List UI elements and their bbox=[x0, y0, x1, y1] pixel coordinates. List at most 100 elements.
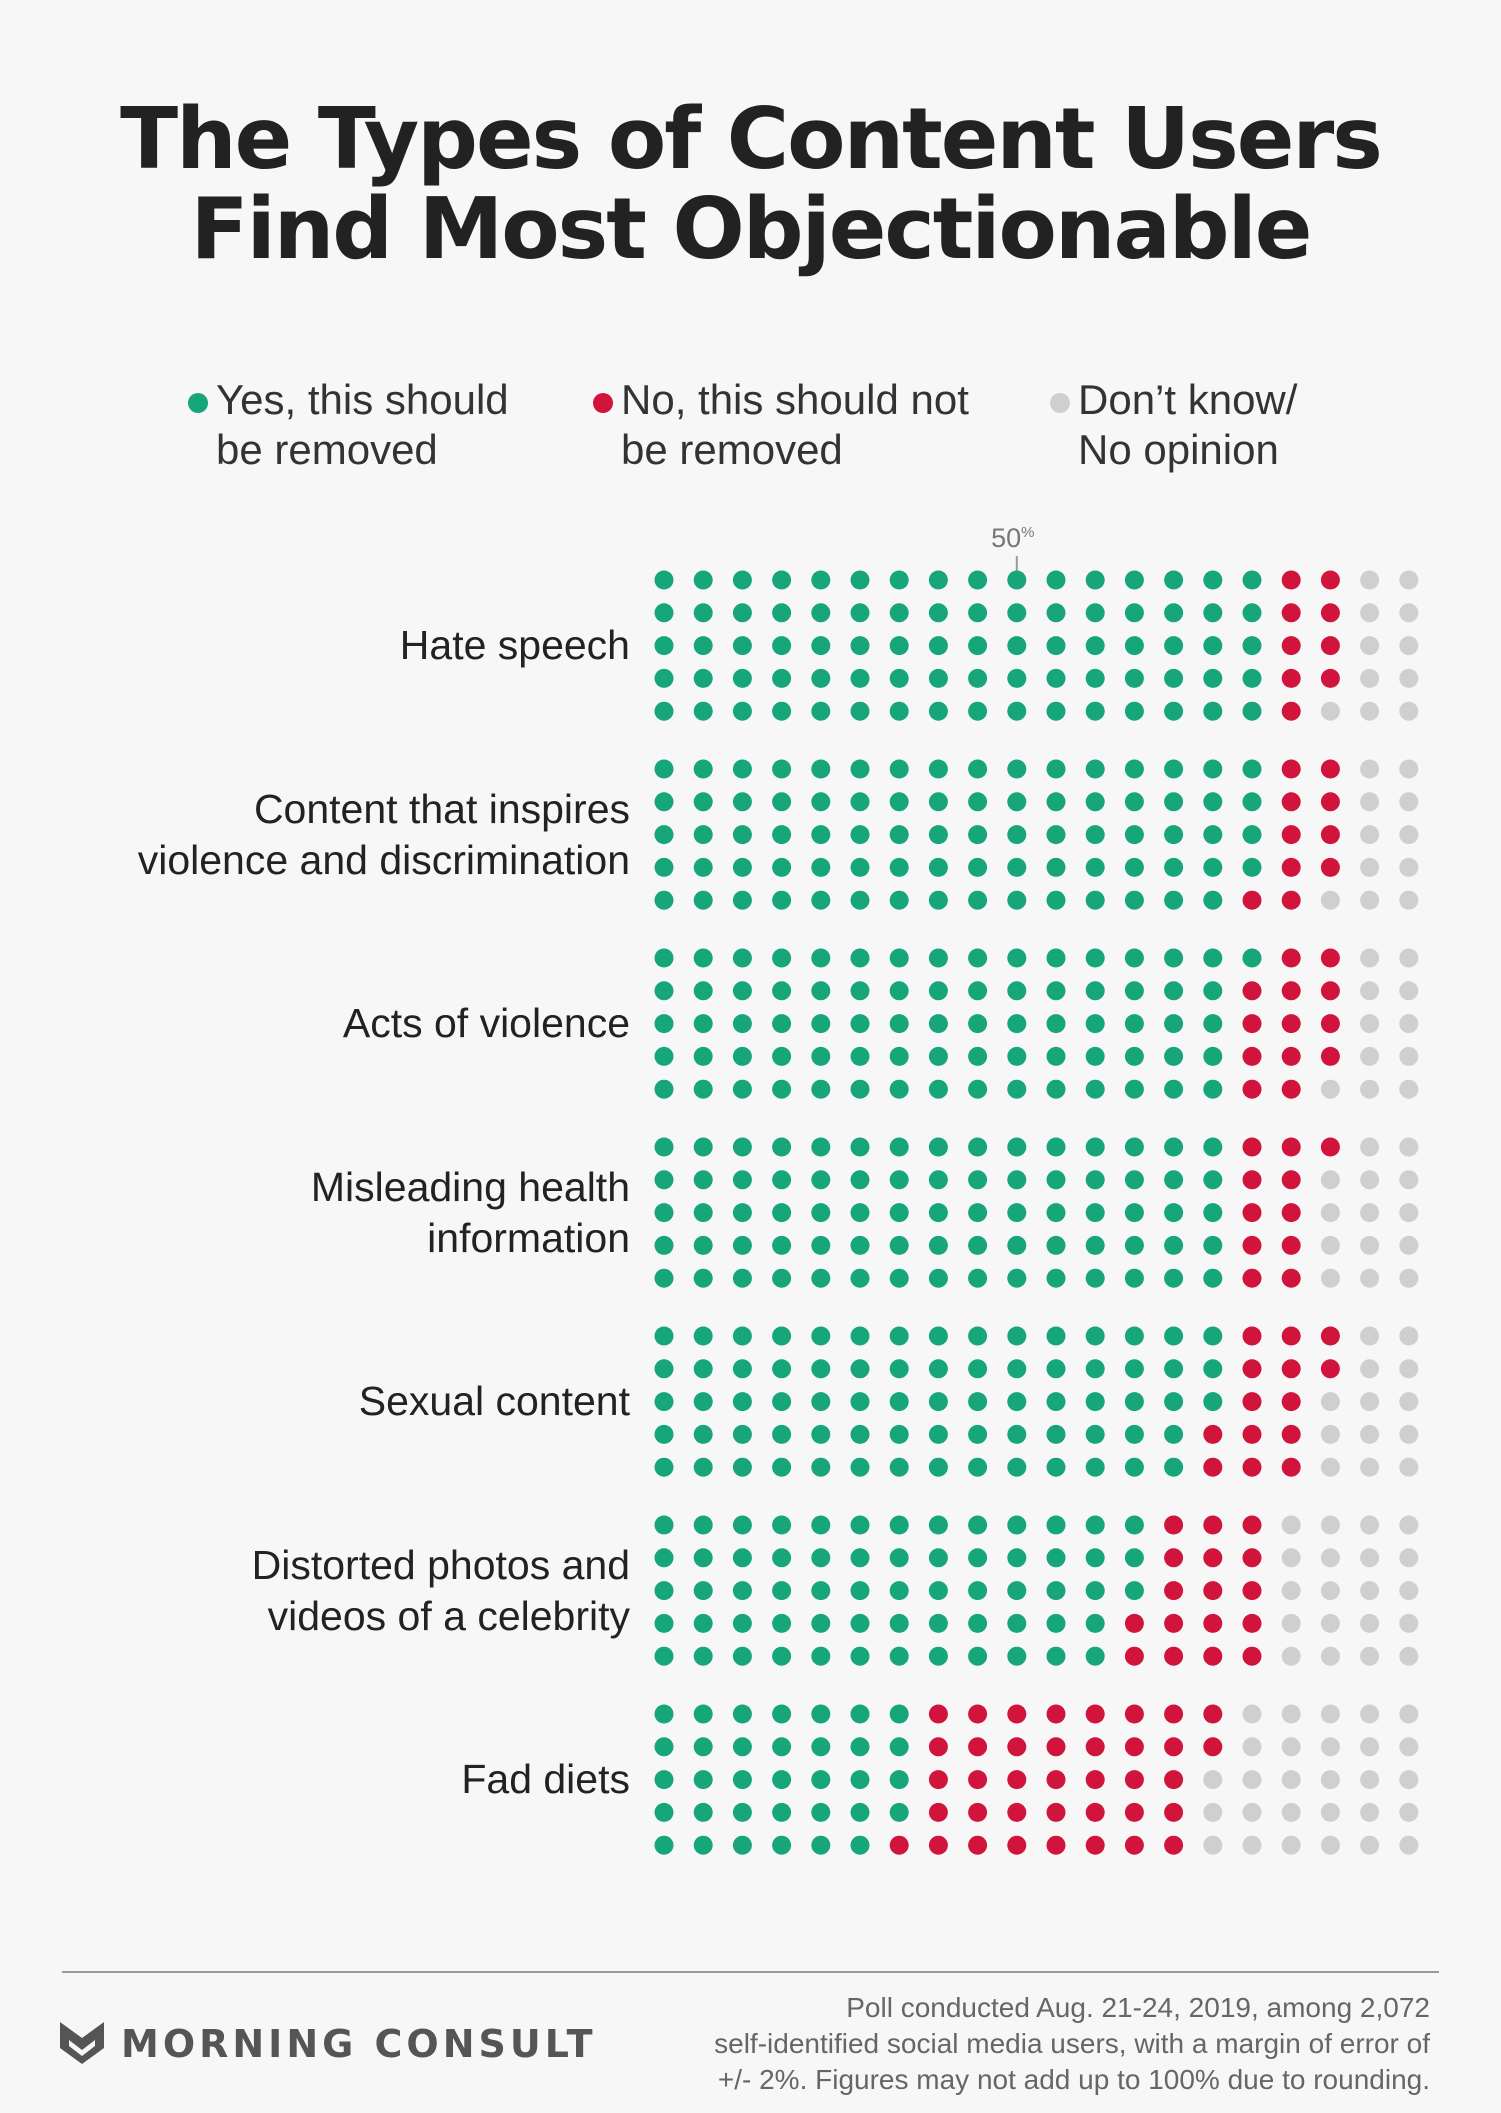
waffle-dot-no bbox=[1124, 1737, 1144, 1757]
waffle-dot-yes bbox=[1124, 1046, 1144, 1066]
waffle-dot-dont-know bbox=[1360, 792, 1380, 812]
waffle-dot-no bbox=[1203, 1646, 1223, 1666]
waffle-dot-dont-know bbox=[1399, 1704, 1419, 1724]
waffle-dot-yes bbox=[772, 1079, 792, 1099]
waffle-dot-yes bbox=[889, 1424, 909, 1444]
waffle-dot-yes bbox=[654, 1170, 674, 1190]
waffle-dot-yes bbox=[772, 792, 792, 812]
waffle-dot-yes bbox=[850, 1359, 870, 1379]
waffle-dot-no bbox=[1046, 1802, 1066, 1822]
waffle-dot-yes bbox=[693, 1079, 713, 1099]
waffle-dot-yes bbox=[1046, 1457, 1066, 1477]
waffle-dot-no bbox=[1242, 1137, 1262, 1157]
waffle-dot-yes bbox=[1124, 825, 1144, 845]
waffle-dot-yes bbox=[772, 1548, 792, 1568]
waffle-dot-yes bbox=[1046, 1137, 1066, 1157]
waffle-dot-yes bbox=[772, 1170, 792, 1190]
waffle-dot-yes bbox=[1007, 1235, 1027, 1255]
waffle-dot-yes bbox=[1046, 1046, 1066, 1066]
waffle-dot-yes bbox=[1007, 1079, 1027, 1099]
waffle-dot-no bbox=[1242, 1424, 1262, 1444]
waffle-dot-yes bbox=[1085, 570, 1105, 590]
waffle-dot-yes bbox=[1164, 668, 1184, 688]
waffle-dot-yes bbox=[693, 1770, 713, 1790]
waffle-group bbox=[654, 1515, 1419, 1666]
waffle-dot-yes bbox=[1124, 1581, 1144, 1601]
waffle-dot-no bbox=[1242, 1581, 1262, 1601]
waffle-dot-dont-know bbox=[1399, 1046, 1419, 1066]
waffle-dot-yes bbox=[1164, 759, 1184, 779]
waffle-dot-yes bbox=[811, 1646, 831, 1666]
waffle-dot-yes bbox=[654, 1581, 674, 1601]
waffle-dot-yes bbox=[732, 1268, 752, 1288]
waffle-dot-yes bbox=[928, 1014, 948, 1034]
waffle-dot-dont-know bbox=[1320, 1646, 1340, 1666]
waffle-dot-no bbox=[928, 1770, 948, 1790]
waffle-dot-yes bbox=[1046, 1268, 1066, 1288]
waffle-dot-dont-know bbox=[1360, 1613, 1380, 1633]
waffle-dot-yes bbox=[732, 1235, 752, 1255]
waffle-dot-yes bbox=[693, 1613, 713, 1633]
waffle-dot-no bbox=[1164, 1646, 1184, 1666]
waffle-dot-yes bbox=[1124, 1137, 1144, 1157]
waffle-dot-yes bbox=[1203, 1203, 1223, 1223]
waffle-dot-yes bbox=[772, 825, 792, 845]
waffle-dot-yes bbox=[654, 1268, 674, 1288]
waffle-dot-yes bbox=[850, 1613, 870, 1633]
waffle-dot-yes bbox=[928, 792, 948, 812]
waffle-dot-yes bbox=[1124, 1235, 1144, 1255]
waffle-dot-yes bbox=[1085, 1457, 1105, 1477]
waffle-dot-no bbox=[1320, 636, 1340, 656]
waffle-dot-dont-know bbox=[1360, 1079, 1380, 1099]
waffle-dot-no bbox=[1320, 570, 1340, 590]
waffle-dot-yes bbox=[1164, 1392, 1184, 1412]
waffle-dot-dont-know bbox=[1399, 1170, 1419, 1190]
waffle-dot-yes bbox=[928, 1392, 948, 1412]
waffle-dot-dont-know bbox=[1399, 1770, 1419, 1790]
waffle-dot-yes bbox=[850, 1268, 870, 1288]
waffle-dot-yes bbox=[693, 857, 713, 877]
waffle-dot-yes bbox=[850, 1014, 870, 1034]
waffle-dot-yes bbox=[968, 1613, 988, 1633]
waffle-dot-yes bbox=[1164, 890, 1184, 910]
waffle-dot-yes bbox=[1203, 1392, 1223, 1412]
waffle-dot-yes bbox=[1164, 1014, 1184, 1034]
waffle-dot-yes bbox=[1085, 1046, 1105, 1066]
waffle-dot-dont-know bbox=[1360, 1457, 1380, 1477]
waffle-dot-yes bbox=[811, 1802, 831, 1822]
waffle-dot-yes bbox=[850, 1704, 870, 1724]
waffle-dot-yes bbox=[693, 603, 713, 623]
waffle-dot-yes bbox=[1242, 792, 1262, 812]
waffle-dot-yes bbox=[1164, 1457, 1184, 1477]
waffle-dot-yes bbox=[732, 759, 752, 779]
waffle-dot-no bbox=[1242, 1457, 1262, 1477]
waffle-dot-dont-know bbox=[1320, 1457, 1340, 1477]
waffle-dot-yes bbox=[968, 1392, 988, 1412]
waffle-dot-yes bbox=[850, 1079, 870, 1099]
waffle-dot-no bbox=[1320, 948, 1340, 968]
waffle-dot-dont-know bbox=[1360, 1170, 1380, 1190]
waffle-dot-yes bbox=[732, 1014, 752, 1034]
waffle-dot-dont-know bbox=[1242, 1737, 1262, 1757]
waffle-dot-yes bbox=[772, 668, 792, 688]
waffle-dot-yes bbox=[693, 1835, 713, 1855]
waffle-dot-yes bbox=[1007, 1424, 1027, 1444]
waffle-dot-yes bbox=[889, 792, 909, 812]
waffle-dot-dont-know bbox=[1203, 1835, 1223, 1855]
waffle-dot-yes bbox=[850, 948, 870, 968]
waffle-dot-dont-know bbox=[1320, 1235, 1340, 1255]
waffle-dot-yes bbox=[1203, 1326, 1223, 1346]
waffle-dot-dont-know bbox=[1399, 1646, 1419, 1666]
footer-divider bbox=[62, 1971, 1439, 1973]
waffle-dot-yes bbox=[693, 1581, 713, 1601]
category-label: Content that inspires violence and discr… bbox=[137, 785, 630, 883]
waffle-dot-no bbox=[1281, 948, 1301, 968]
waffle-dot-yes bbox=[654, 1424, 674, 1444]
waffle-dot-yes bbox=[772, 1203, 792, 1223]
waffle-dot-yes bbox=[654, 948, 674, 968]
legend-dot-dont-know bbox=[1050, 393, 1070, 413]
waffle-dot-yes bbox=[693, 1137, 713, 1157]
waffle-dot-dont-know bbox=[1399, 1235, 1419, 1255]
waffle-dot-yes bbox=[968, 570, 988, 590]
waffle-dot-no bbox=[1242, 1359, 1262, 1379]
